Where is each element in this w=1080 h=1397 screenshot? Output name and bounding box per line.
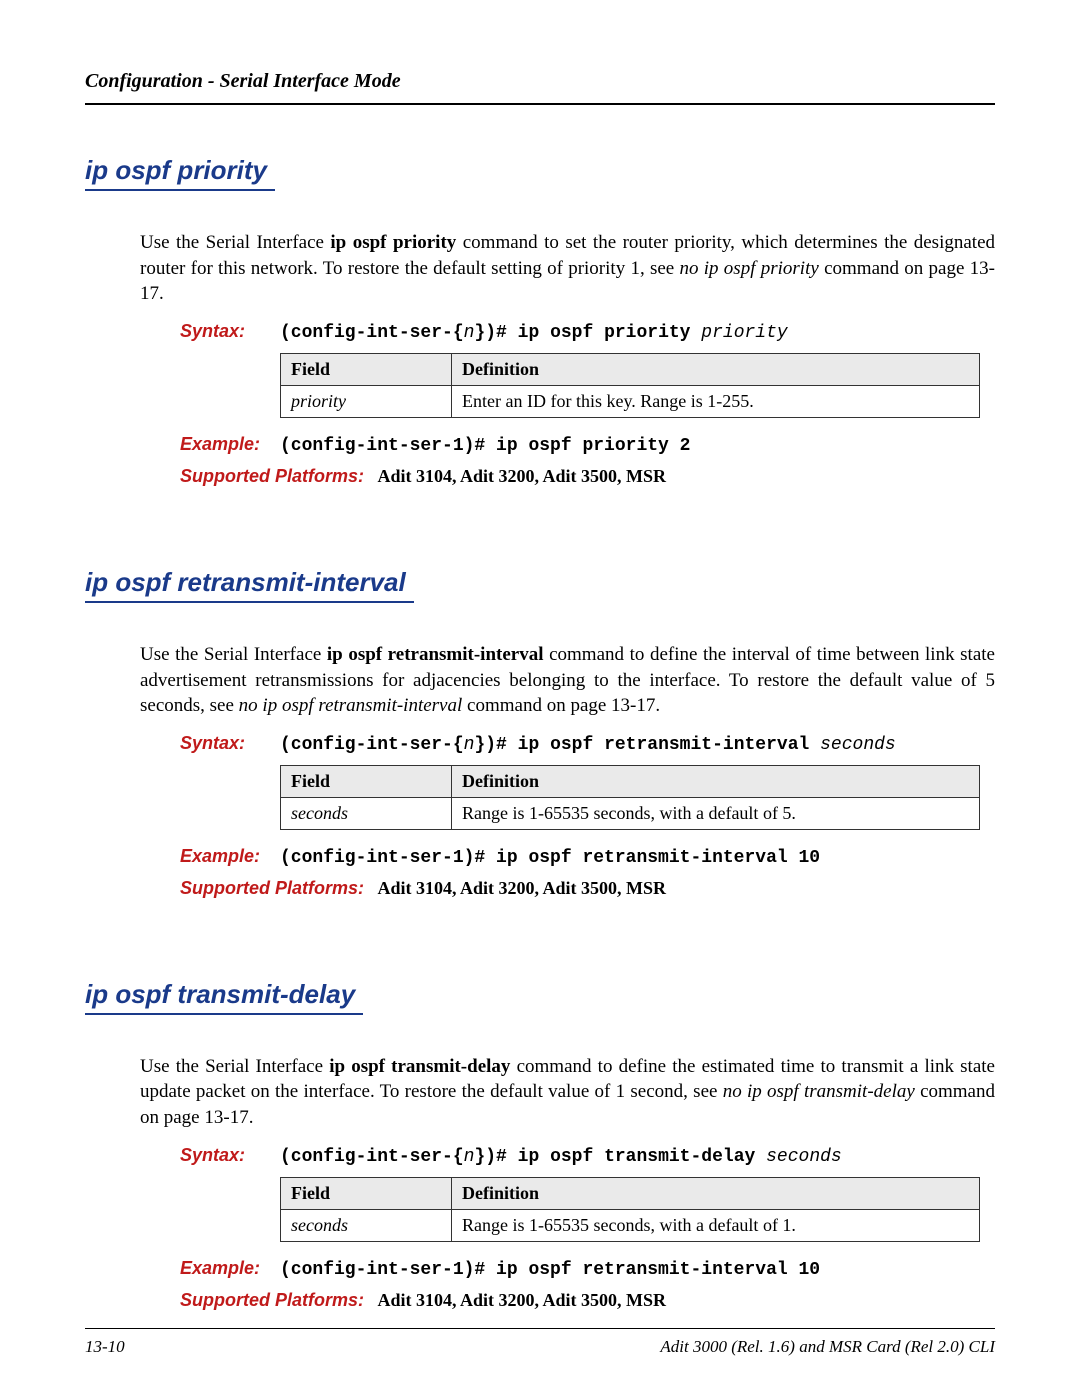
table-header-row: Field Definition xyxy=(281,1177,980,1209)
table-header-row: Field Definition xyxy=(281,353,980,385)
example-row: Example: (config-int-ser-1)# ip ospf pri… xyxy=(180,434,995,456)
syntax-value: (config-int-ser-{n})# ip ospf retransmit… xyxy=(280,733,896,755)
example-value: (config-int-ser-1)# ip ospf priority 2 xyxy=(280,436,690,456)
page: Configuration - Serial Interface Mode ip… xyxy=(0,0,1080,1397)
section-title: ip ospf retransmit-interval xyxy=(85,567,414,603)
section-body: Use the Serial Interface ip ospf retrans… xyxy=(85,642,995,899)
table-header-row: Field Definition xyxy=(281,765,980,797)
table-header-definition: Definition xyxy=(452,765,980,797)
syntax-row: Syntax: (config-int-ser-{n})# ip ospf tr… xyxy=(180,1145,995,1167)
table-row: seconds Range is 1-65535 seconds, with a… xyxy=(281,1209,980,1241)
platforms-value: Adit 3104, Adit 3200, Adit 3500, MSR xyxy=(378,466,667,486)
footer-doc-title: Adit 3000 (Rel. 1.6) and MSR Card (Rel 2… xyxy=(660,1337,995,1357)
syntax-label: Syntax: xyxy=(180,1145,280,1166)
platforms-label: Supported Platforms: xyxy=(180,466,364,486)
section-retransmit-interval: ip ospf retransmit-interval Use the Seri… xyxy=(85,567,995,899)
table-header-field: Field xyxy=(281,1177,452,1209)
definition-table: Field Definition priority Enter an ID fo… xyxy=(280,353,980,418)
example-row: Example: (config-int-ser-1)# ip ospf ret… xyxy=(180,1258,995,1280)
page-footer: 13-10 Adit 3000 (Rel. 1.6) and MSR Card … xyxy=(85,1328,995,1357)
syntax-label: Syntax: xyxy=(180,321,280,342)
page-header: Configuration - Serial Interface Mode xyxy=(85,70,995,105)
example-label: Example: xyxy=(180,846,280,867)
table-row: seconds Range is 1-65535 seconds, with a… xyxy=(281,797,980,829)
table-header-definition: Definition xyxy=(452,353,980,385)
table-header-definition: Definition xyxy=(452,1177,980,1209)
description-paragraph: Use the Serial Interface ip ospf transmi… xyxy=(140,1054,995,1131)
table-header-field: Field xyxy=(281,765,452,797)
example-row: Example: (config-int-ser-1)# ip ospf ret… xyxy=(180,846,995,868)
section-title: ip ospf transmit-delay xyxy=(85,979,363,1015)
definition-table: Field Definition seconds Range is 1-6553… xyxy=(280,765,980,830)
platforms-label: Supported Platforms: xyxy=(180,1290,364,1310)
definition-table: Field Definition seconds Range is 1-6553… xyxy=(280,1177,980,1242)
table-row: priority Enter an ID for this key. Range… xyxy=(281,385,980,417)
table-header-field: Field xyxy=(281,353,452,385)
table-cell-definition: Range is 1-65535 seconds, with a default… xyxy=(452,797,980,829)
syntax-value: (config-int-ser-{n})# ip ospf priority p… xyxy=(280,321,788,343)
table-cell-definition: Range is 1-65535 seconds, with a default… xyxy=(452,1209,980,1241)
description-paragraph: Use the Serial Interface ip ospf retrans… xyxy=(140,642,995,719)
syntax-value: (config-int-ser-{n})# ip ospf transmit-d… xyxy=(280,1145,842,1167)
example-value: (config-int-ser-1)# ip ospf retransmit-i… xyxy=(280,848,820,868)
table-cell-field: seconds xyxy=(281,1209,452,1241)
platforms-value: Adit 3104, Adit 3200, Adit 3500, MSR xyxy=(378,1290,667,1310)
platforms-row: Supported Platforms: Adit 3104, Adit 320… xyxy=(180,878,995,899)
description-paragraph: Use the Serial Interface ip ospf priorit… xyxy=(140,230,995,307)
syntax-row: Syntax: (config-int-ser-{n})# ip ospf pr… xyxy=(180,321,995,343)
platforms-value: Adit 3104, Adit 3200, Adit 3500, MSR xyxy=(378,878,667,898)
table-cell-definition: Enter an ID for this key. Range is 1-255… xyxy=(452,385,980,417)
table-cell-field: seconds xyxy=(281,797,452,829)
platforms-row: Supported Platforms: Adit 3104, Adit 320… xyxy=(180,1290,995,1311)
table-cell-field: priority xyxy=(281,385,452,417)
section-body: Use the Serial Interface ip ospf priorit… xyxy=(85,230,995,487)
syntax-label: Syntax: xyxy=(180,733,280,754)
section-priority: ip ospf priority Use the Serial Interfac… xyxy=(85,155,995,487)
example-label: Example: xyxy=(180,434,280,455)
section-title: ip ospf priority xyxy=(85,155,275,191)
syntax-row: Syntax: (config-int-ser-{n})# ip ospf re… xyxy=(180,733,995,755)
platforms-label: Supported Platforms: xyxy=(180,878,364,898)
example-value: (config-int-ser-1)# ip ospf retransmit-i… xyxy=(280,1260,820,1280)
platforms-row: Supported Platforms: Adit 3104, Adit 320… xyxy=(180,466,995,487)
section-transmit-delay: ip ospf transmit-delay Use the Serial In… xyxy=(85,979,995,1311)
section-body: Use the Serial Interface ip ospf transmi… xyxy=(85,1054,995,1311)
footer-page-number: 13-10 xyxy=(85,1337,125,1357)
example-label: Example: xyxy=(180,1258,280,1279)
